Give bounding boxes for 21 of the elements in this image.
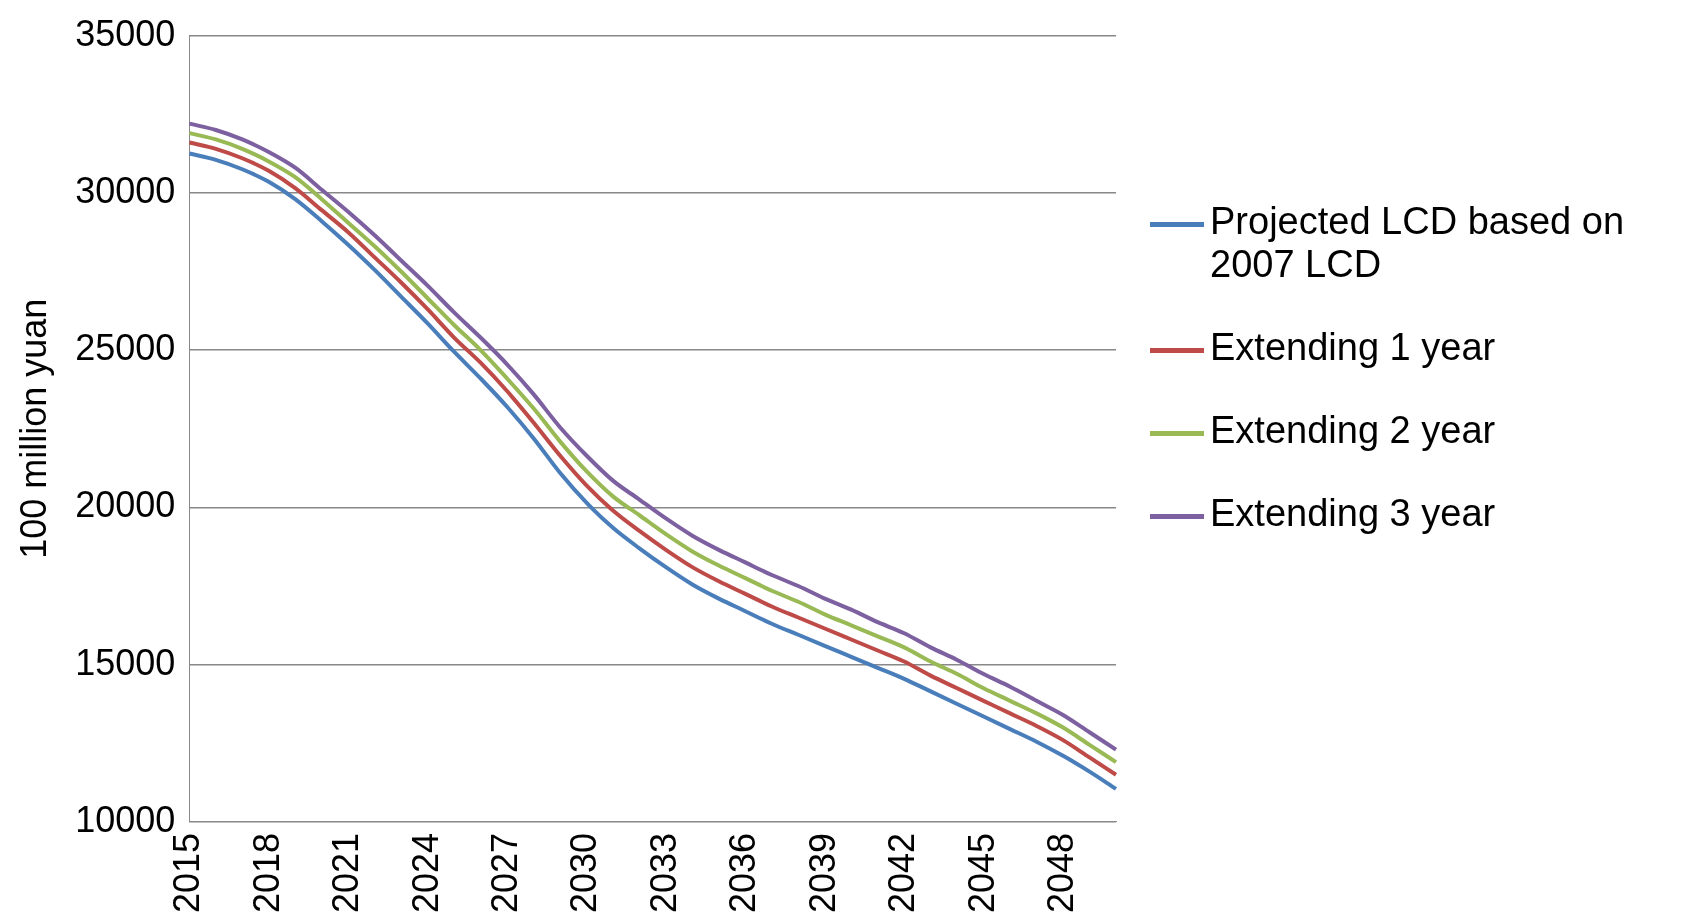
x-tick-label: 2027 <box>483 832 525 914</box>
legend-label: Extending 3 year <box>1210 492 1496 535</box>
x-tick-label: 2048 <box>1039 832 1081 914</box>
y-tick-label: 25000 <box>75 327 176 369</box>
legend-label: Extending 2 year <box>1210 409 1496 452</box>
y-axis-title: 100 million yuan <box>12 298 54 559</box>
x-tick-label: 2021 <box>325 832 367 914</box>
x-tick-label: 2018 <box>245 832 287 914</box>
y-tick-label: 35000 <box>75 12 176 54</box>
x-tick-label: 2039 <box>801 832 843 914</box>
x-tick-label: 2033 <box>642 832 684 914</box>
y-tick-label: 30000 <box>75 169 176 211</box>
x-tick-label: 2036 <box>722 832 764 914</box>
y-tick-label: 20000 <box>75 484 176 526</box>
x-tick-label: 2042 <box>881 832 923 914</box>
x-tick-label: 2030 <box>563 832 605 914</box>
x-tick-label: 2045 <box>960 832 1002 914</box>
x-tick-label: 2024 <box>404 832 446 914</box>
legend-label: Projected LCD based on 2007 LCD <box>1210 200 1626 286</box>
legend-label: Extending 1 year <box>1210 326 1496 369</box>
y-tick-label: 15000 <box>75 641 176 683</box>
